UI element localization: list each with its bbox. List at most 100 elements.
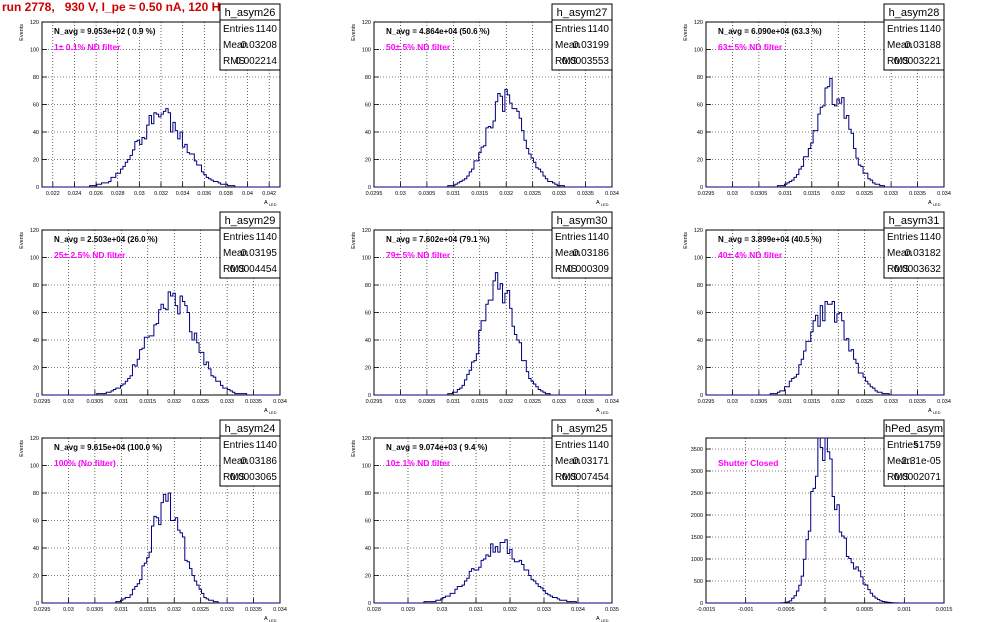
histogram-bars [706,437,944,604]
x-tick-label: 0.0325 [856,191,873,197]
histogram-bars [706,77,944,188]
stats-value: 1140 [919,232,941,243]
y-tick-label: 100 [362,464,371,470]
y-axis-label: Events [683,24,689,41]
filter-note: 100% (No filter) [54,458,116,468]
filter-note: 50± 5% ND filter [386,42,451,52]
stats-key: RMS [887,264,910,275]
histogram-bars [374,88,612,188]
x-tick-label: 0.0335 [245,399,262,405]
stats-value: 1140 [919,24,941,35]
x-axis-label-main: A [596,408,600,414]
y-tick-label: 100 [30,464,39,470]
y-tick-label: 120 [694,20,703,26]
histogram-bars [374,539,612,604]
x-tick-label: 0.0295 [366,399,383,405]
x-tick-label: 0.0325 [192,399,209,405]
stats-value: 1140 [255,24,277,35]
y-tick-label: 20 [365,158,371,164]
x-tick-label: 0.03 [63,607,74,613]
x-tick-label: 0.03 [727,399,738,405]
stats-value: 0.0007454 [562,472,610,483]
x-tick-label: 0.0305 [750,399,767,405]
histogram-panel-h_asym24: 0 20 40 60 80 100 120 0.0295 0.03 0.0305 0.031 0.03… [19,419,287,622]
stats-title: h_asym29 [225,215,276,227]
x-axis-label: A LED [264,616,277,622]
stats-value: 1140 [255,440,277,451]
stats-key: Entries [223,440,254,451]
y-axis-label: Events [683,232,689,249]
x-tick-label: 0.034 [273,607,287,613]
x-tick-label: 0.028 [367,607,381,613]
x-axis-label-sub: LED [268,618,277,622]
y-tick-label: 80 [365,75,371,81]
x-tick-label: 0.0335 [909,191,926,197]
stats-key: Entries [223,24,254,35]
x-axis-label-main: A [596,200,600,206]
y-tick-label: 2500 [691,491,703,497]
x-tick-label: 0.033 [884,399,898,405]
stats-value: 0.002214 [235,56,277,67]
stats-title: h_asym26 [225,7,276,19]
y-tick-label: 0 [700,185,703,191]
stats-box [883,419,945,487]
stats-key: RMS [223,472,246,483]
y-tick-label: 40 [697,130,703,136]
stats-key: Entries [555,440,586,451]
stats-value: 0.0002071 [894,472,942,483]
stats-title: h_asym27 [557,7,608,19]
x-tick-label: 0.034 [571,607,585,613]
filter-note: 25± 2.5% ND filter [54,250,126,260]
x-tick-label: -0.0015 [697,607,716,613]
x-tick-label: 0.0305 [418,191,435,197]
navg-label: N_avg = 6.090e+04 (63.3 %) [718,27,822,36]
x-axis-label-main: A [264,408,268,414]
stats-key: RMS [223,264,246,275]
histogram-panel-h_asym31: 0 20 40 60 80 100 120 0.0295 0.03 0.0305 0.031 0.03… [683,211,951,415]
y-tick-label: 100 [30,48,39,54]
x-axis-label: A LED [596,200,609,207]
x-tick-label: 0.0295 [698,399,715,405]
x-tick-label: 0.033 [220,399,234,405]
x-tick-label: 0.03 [727,191,738,197]
stats-title: h_asym25 [557,423,608,435]
x-tick-label: 0.0005 [856,607,873,613]
y-tick-label: 0 [368,393,371,399]
y-tick-label: 80 [33,75,39,81]
stats-value: 0.03182 [905,248,942,259]
x-tick-label: 0.0305 [86,399,103,405]
x-tick-label: 0.0335 [577,399,594,405]
y-tick-label: 60 [365,519,371,525]
y-tick-label: 40 [365,130,371,136]
histogram-bars [42,492,280,604]
navg-label: N_avg = 4.864e+04 (50.6 %) [386,27,490,36]
x-tick-label: 0.032 [831,191,845,197]
x-axis-label-sub: LED [600,202,609,207]
stats-value: 0.03195 [241,248,278,259]
stats-key: Mean [887,456,912,467]
y-axis-label: Events [19,232,25,249]
y-tick-label: 100 [694,256,703,262]
y-tick-label: 80 [365,283,371,289]
stats-box [551,3,613,71]
y-tick-label: 0 [36,185,39,191]
histogram-bars [706,301,944,396]
x-tick-label: 0.032 [499,191,513,197]
y-tick-label: 3000 [691,469,703,475]
y-tick-label: 120 [362,436,371,442]
filter-note: 40± 4% ND filter [718,250,783,260]
stats-key: Mean [887,40,912,51]
histogram-panel-h_asym30: 0 20 40 60 80 100 120 0.0295 0.03 0.0305 0.031 0.03… [351,211,619,415]
stats-value: 1140 [587,24,609,35]
x-tick-label: 0.031 [114,399,128,405]
y-tick-label: 100 [362,256,371,262]
y-axis-label: Events [351,232,357,249]
y-tick-label: 120 [362,228,371,234]
y-tick-label: 80 [365,491,371,497]
x-tick-label: 0.033 [552,399,566,405]
stats-key: RMS [887,56,910,67]
stats-key: RMS [887,472,910,483]
stats-key: Mean [555,456,580,467]
x-axis-label: A LED [928,408,941,415]
x-tick-label: 0.04 [242,191,253,197]
